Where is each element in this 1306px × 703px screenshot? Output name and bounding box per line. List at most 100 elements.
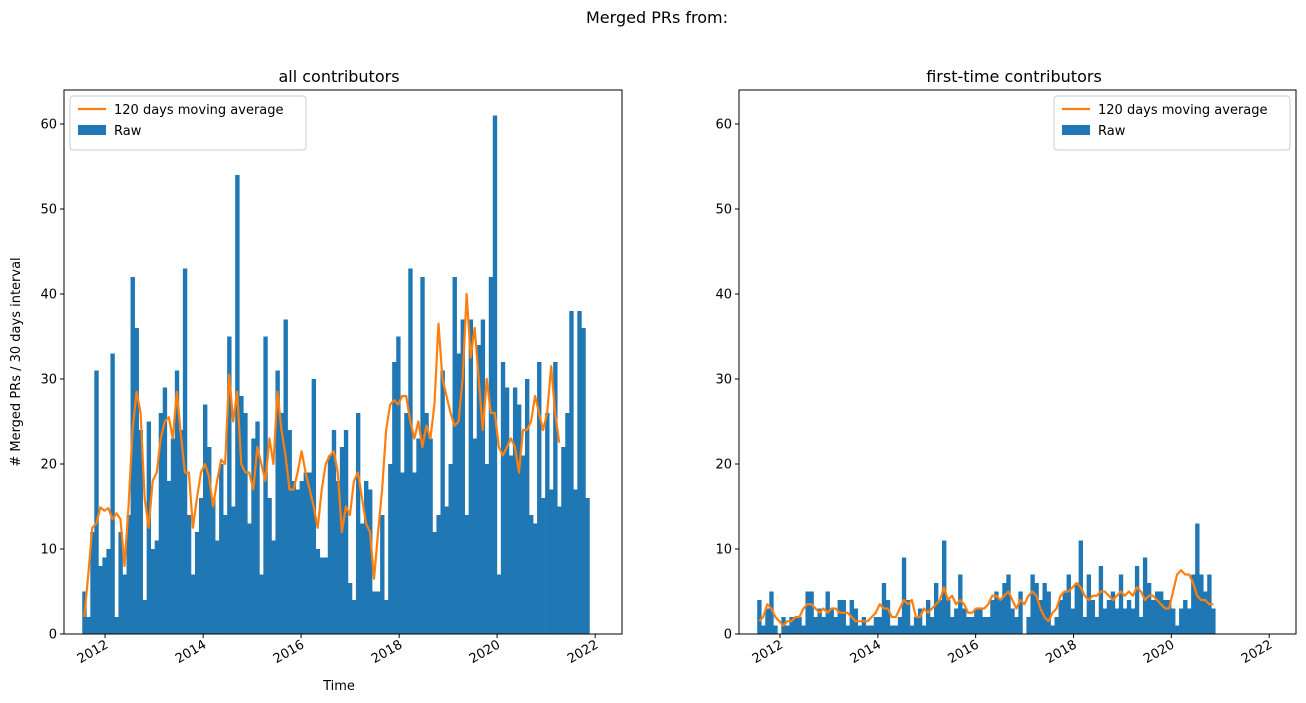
bar	[492, 115, 498, 634]
bar	[396, 336, 401, 634]
legend-bar-swatch	[1062, 125, 1090, 135]
bar	[154, 540, 160, 634]
legend-label-moving-average: 120 days moving average	[1098, 103, 1268, 118]
bar	[1211, 608, 1216, 634]
bar	[420, 277, 425, 634]
bar	[929, 617, 935, 634]
bar	[865, 625, 871, 634]
bar	[1199, 574, 1204, 634]
chart-panel-first-time-contributors: first-time contributors 0 10 20 30 40 50 60 201…	[715, 67, 1297, 667]
bar	[1134, 566, 1140, 634]
bar	[231, 506, 236, 634]
bar	[978, 608, 983, 634]
bar	[1046, 591, 1051, 634]
x-tick-label: 2020	[467, 637, 503, 667]
bar	[271, 540, 276, 634]
bar	[805, 591, 810, 634]
bar	[174, 370, 180, 634]
bar	[1006, 574, 1011, 634]
bar	[295, 489, 300, 634]
y-tick-label: 10	[40, 543, 57, 558]
bar	[158, 413, 164, 634]
bar	[94, 370, 99, 634]
bar	[1002, 583, 1007, 634]
bar	[529, 515, 534, 634]
bar	[335, 481, 341, 634]
bar	[488, 277, 494, 634]
bar	[182, 268, 188, 634]
bar	[319, 557, 325, 634]
legend-label-raw: Raw	[1098, 124, 1126, 139]
bar	[351, 600, 357, 634]
bar	[857, 625, 863, 634]
bar	[541, 498, 546, 634]
bar	[1167, 600, 1172, 634]
bar	[809, 591, 814, 634]
bar	[428, 438, 433, 634]
bar	[110, 353, 115, 634]
bar	[1062, 591, 1067, 634]
bar	[207, 447, 212, 634]
bar	[170, 438, 176, 634]
legend-label-moving-average: 120 days moving average	[114, 103, 284, 118]
bar	[1146, 583, 1152, 634]
bar	[1158, 591, 1164, 634]
bar	[553, 362, 558, 634]
bar	[1142, 557, 1148, 634]
bar	[549, 489, 554, 634]
bar	[327, 455, 333, 634]
bar	[893, 625, 899, 634]
bar	[460, 319, 465, 634]
bar	[90, 532, 95, 634]
bar	[516, 404, 522, 634]
bar	[1106, 600, 1112, 634]
bar	[1054, 617, 1059, 634]
bar	[954, 608, 959, 634]
bar	[194, 532, 200, 634]
bar	[569, 311, 574, 634]
chart-title: all contributors	[278, 67, 399, 86]
bar	[484, 464, 490, 634]
bar	[1030, 574, 1035, 634]
bar	[343, 430, 349, 634]
bar	[1154, 591, 1160, 634]
bar	[557, 506, 562, 634]
bar	[118, 532, 123, 634]
bar	[444, 506, 449, 634]
bar	[496, 574, 502, 634]
bar	[512, 387, 518, 634]
bar	[958, 574, 963, 634]
bar	[215, 540, 220, 634]
bar	[347, 583, 353, 634]
x-tick-label: 2012	[750, 637, 786, 667]
x-tick-label: 2016	[945, 637, 981, 667]
bar	[801, 625, 806, 634]
x-tick-label: 2016	[271, 637, 307, 667]
bar	[841, 600, 846, 634]
y-tick-label: 20	[715, 458, 732, 473]
bar	[106, 549, 111, 634]
bar	[1018, 591, 1023, 634]
bar	[392, 362, 397, 634]
bar	[368, 489, 373, 634]
y-tick-label: 0	[724, 628, 732, 643]
bar	[1118, 574, 1124, 634]
bar	[424, 413, 429, 634]
bar	[400, 472, 405, 634]
y-tick-label: 30	[40, 373, 57, 388]
bar	[1090, 600, 1096, 634]
bar	[247, 523, 252, 634]
bar	[813, 617, 818, 634]
bar	[359, 523, 365, 634]
bar	[138, 430, 143, 634]
bar	[227, 336, 232, 634]
x-axis-label: Time	[322, 679, 355, 694]
bar	[765, 608, 770, 634]
bar	[785, 625, 790, 634]
bar	[255, 421, 260, 634]
bar	[793, 617, 798, 634]
bar	[440, 370, 445, 634]
y-tick-label: 30	[715, 373, 732, 388]
bar	[1175, 625, 1180, 634]
bar	[315, 549, 321, 634]
